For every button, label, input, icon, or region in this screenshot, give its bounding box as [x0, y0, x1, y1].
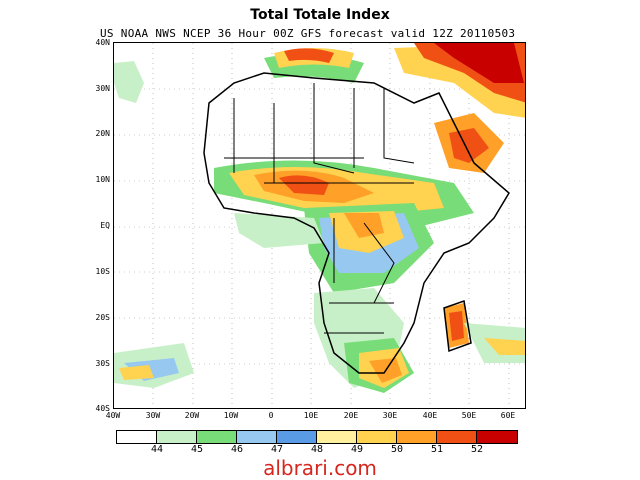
legend-label: 44	[150, 444, 164, 455]
lat-label-40s: 40S	[95, 404, 110, 413]
lat-label-10s: 10S	[95, 267, 110, 276]
lat-label-10n: 10N	[95, 175, 110, 184]
lat-label-30n: 30N	[95, 84, 110, 93]
legend-swatch	[437, 431, 477, 443]
legend-swatch	[397, 431, 437, 443]
lon-label-40e: 40E	[422, 411, 438, 420]
country-borders	[224, 83, 415, 334]
legend-label: 47	[270, 444, 284, 455]
legend-swatch	[357, 431, 397, 443]
lat-label-40n: 40N	[95, 38, 110, 47]
lon-label-0: 0	[268, 411, 274, 420]
lat-label-20n: 20N	[95, 129, 110, 138]
weather-map	[114, 43, 525, 408]
lat-label-20s: 20S	[95, 313, 110, 322]
color-legend	[116, 430, 518, 444]
legend-swatch	[277, 431, 317, 443]
legend-label: 52	[470, 444, 484, 455]
coastlines	[203, 72, 510, 374]
legend-swatch	[237, 431, 277, 443]
lon-label-20w: 20W	[184, 411, 200, 420]
lon-label-30w: 30W	[145, 411, 161, 420]
map-frame	[113, 42, 526, 409]
map-title: Total Totale Index	[250, 7, 390, 23]
lat-label-30s: 30S	[95, 359, 110, 368]
legend-label: 51	[430, 444, 444, 455]
lon-label-10w: 10W	[223, 411, 239, 420]
legend-label: 48	[310, 444, 324, 455]
map-subtitle: US NOAA NWS NCEP 36 Hour 00Z GFS forecas…	[100, 27, 516, 40]
legend-swatch	[197, 431, 237, 443]
legend-label: 45	[190, 444, 204, 455]
lon-label-60e: 60E	[500, 411, 516, 420]
legend-swatch	[477, 431, 517, 443]
index-shading	[114, 43, 525, 393]
lon-label-20e: 20E	[343, 411, 359, 420]
legend-swatch	[117, 431, 157, 443]
lon-label-50e: 50E	[461, 411, 477, 420]
lon-label-40w: 40W	[105, 411, 121, 420]
lon-label-10e: 10E	[303, 411, 319, 420]
lat-label-eq: EQ	[100, 221, 110, 230]
legend-label: 50	[390, 444, 404, 455]
legend-swatch	[157, 431, 197, 443]
legend-swatch	[317, 431, 357, 443]
legend-label: 46	[230, 444, 244, 455]
lon-label-30e: 30E	[382, 411, 398, 420]
watermark-text: albrari.com	[263, 456, 377, 480]
legend-label: 49	[350, 444, 364, 455]
